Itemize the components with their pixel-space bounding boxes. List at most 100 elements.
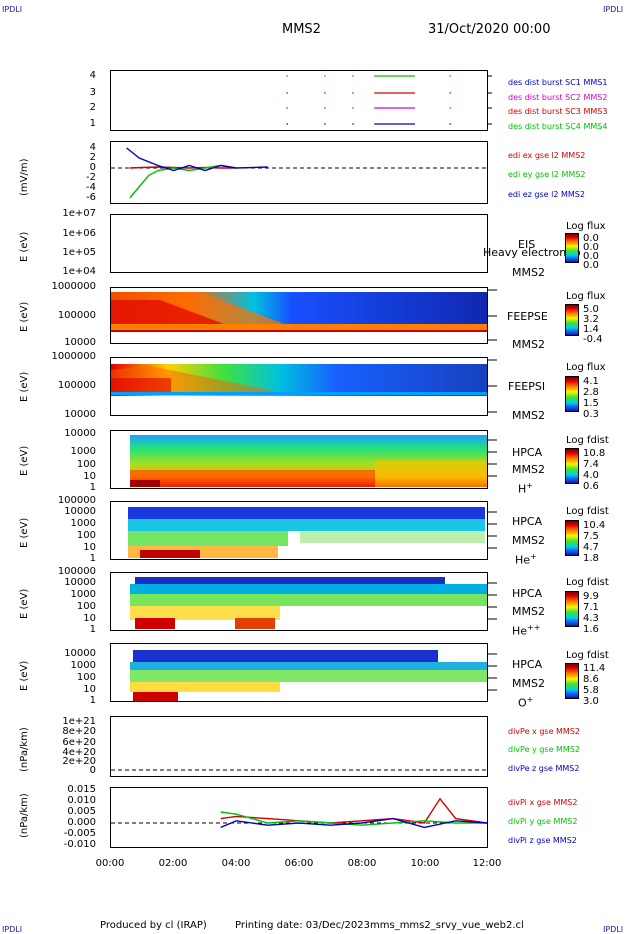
eis-cb-tick: 0.0 (583, 242, 599, 253)
feepsi-spacecraft: MMS2 (512, 409, 545, 422)
chart-date: 31/Oct/2020 00:00 (428, 22, 551, 37)
burst-ytick-3: 3 (89, 87, 96, 98)
feepsi-cb-title: Log flux (566, 362, 606, 373)
species-name: H (518, 482, 527, 496)
hpca-o-cb-tick: 3.0 (583, 696, 599, 707)
chart-title: MMS2 (282, 22, 321, 37)
hpca-h-cb-title: Log fdist (566, 435, 609, 446)
burst-ytick-1: 1 (89, 118, 96, 129)
hpca-he-spacecraft: MMS2 (512, 534, 545, 547)
hpca-h-ytick: 100 (76, 459, 96, 470)
divpe-legend-x: divPe x gse MMS2 (508, 727, 580, 736)
feepsi-cb-tick: 2.8 (583, 387, 599, 398)
hpca-he-ytick: 100000 (57, 495, 96, 506)
hpca-o-colorbar (565, 663, 579, 699)
feepse-ytick: 10000 (64, 337, 96, 348)
hpca-hepp-ytick: 10000 (64, 577, 96, 588)
hpca-o-ytick: 1000 (70, 660, 96, 671)
hpca-h-spacecraft: MMS2 (512, 463, 545, 476)
corner-label-top-left: IPDLI (2, 5, 23, 14)
hpca-o-species: O+ (518, 695, 533, 710)
x-tick: 10:00 (410, 858, 440, 869)
footer-produced-by: Produced by cl (IRAP) (100, 920, 207, 931)
edi-series (126, 147, 268, 199)
hpca-hepp-colorbar (565, 591, 579, 627)
feepse-spectrogram (111, 292, 487, 332)
hpca-h-frame (110, 430, 488, 489)
eis-colorbar (565, 233, 579, 263)
hpca-hepp-cb-tick: 4.3 (583, 613, 599, 624)
feepsi-cb-tick: 1.5 (583, 398, 599, 409)
feepsi-ytick: 1000000 (51, 351, 96, 362)
hpca-hepp-spectrogram (130, 577, 487, 629)
hpca-hepp-ytick: 1 (89, 624, 96, 635)
series-line-edi-ey-gse-l2-mms2 (129, 164, 237, 199)
edi-ytick: 4 (89, 142, 96, 153)
divpe-ytick: 2e+20 (62, 756, 96, 767)
hpca-he-instrument: HPCA (512, 515, 543, 528)
feepse-cb-tick: 5.0 (583, 304, 599, 315)
edi-frame (110, 141, 488, 204)
hpca-h-instrument: HPCA (512, 446, 543, 459)
x-tick: 04:00 (221, 858, 251, 869)
hpca-he-cb-tick: 1.8 (583, 553, 599, 564)
hpca-o-cb-tick: 5.8 (583, 685, 599, 696)
feepse-instrument: FEEPSE (507, 310, 548, 323)
hpca-he-colorbar (565, 520, 579, 556)
feepsi-spectrogram (111, 364, 487, 396)
hpca-hepp-ytick: 100000 (57, 566, 96, 577)
divpi-legend-y: divPi y gse MMS2 (508, 817, 578, 826)
hpca-o-ytick: 10 (83, 684, 96, 695)
hpca-he-species: He+ (515, 552, 537, 567)
hpca-hepp-cb-tick: 1.6 (583, 624, 599, 635)
hpca-hepp-frame (110, 572, 488, 631)
panel-frames (110, 70, 488, 848)
divpe-legend-y: divPe y gse MMS2 (508, 745, 580, 754)
hpca-o-spectrogram (130, 650, 487, 701)
hpca-o-spacecraft: MMS2 (512, 677, 545, 690)
divpi-ytick: 0.000 (67, 817, 96, 828)
hpca-o-cb-tick: 11.4 (583, 663, 606, 674)
hpca-hepp-ytick: 100 (76, 601, 96, 612)
hpca-hepp-cb-tick: 9.9 (583, 591, 599, 602)
burst-legend-sc4: des dist burst SC4 MMS4 (508, 122, 608, 131)
hpca-h-cb-tick: 4.0 (583, 470, 599, 481)
burst-legend-sc2: des dist burst SC2 MMS2 (508, 93, 608, 102)
hpca-h-cb-tick: 0.6 (583, 481, 599, 492)
footer-filename: mms_mms2_srvy_vue_web2.cl (370, 920, 524, 931)
x-tick: 12:00 (472, 858, 502, 869)
right-tick-marks (487, 75, 497, 691)
species-charge: + (530, 552, 537, 561)
feepse-ytick: 100000 (57, 310, 96, 321)
edi-ytick: -4 (86, 182, 96, 193)
hpca-o-frame (110, 643, 488, 702)
hpca-he-frame (110, 501, 488, 560)
corner-label-top-right: IPDLI (603, 5, 624, 14)
hpca-hepp-cb-tick: 7.1 (583, 602, 599, 613)
divpi-frame (110, 787, 488, 848)
burst-legend-sc3: des dist burst SC3 MMS3 (508, 107, 608, 116)
hpca-h-ytick: 10000 (64, 428, 96, 439)
feepsi-ytick: 10000 (64, 409, 96, 420)
divpi-ytick: 0.005 (67, 806, 96, 817)
hpca-o-ytick: 10000 (64, 648, 96, 659)
eis-ytick: 1e+07 (62, 208, 96, 219)
hpca-h-ytick: 1000 (70, 446, 96, 457)
eis-ytick: 1e+06 (62, 228, 96, 239)
hpca-he-cb-tick: 4.7 (583, 542, 599, 553)
burst-frame (110, 70, 488, 131)
hpca-hepp-cb-title: Log fdist (566, 577, 609, 588)
hpca-he-ytick: 100 (76, 530, 96, 541)
hpca-he-cb-tick: 7.5 (583, 531, 599, 542)
x-tick: 06:00 (284, 858, 314, 869)
feepsi-ytick: 100000 (57, 380, 96, 391)
divpe-ytick: 8e+20 (62, 726, 96, 737)
series-line-divpi-x-gse-mms2 (220, 797, 488, 824)
species-charge: ++ (527, 623, 541, 632)
edi-legend-ez: edi ez gse l2 MMS2 (508, 190, 585, 199)
edi-ytick: 2 (89, 152, 96, 163)
hpca-h-cb-tick: 10.8 (583, 448, 606, 459)
eis-ytick: 1e+04 (62, 266, 96, 277)
hpca-h-ytick: 1 (89, 482, 96, 493)
